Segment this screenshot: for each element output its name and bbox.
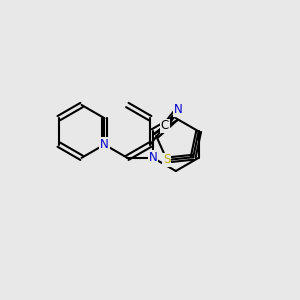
Text: S: S <box>163 154 171 166</box>
Text: N: N <box>173 103 182 116</box>
Text: N: N <box>100 138 109 151</box>
Text: C: C <box>161 119 169 132</box>
Text: N: N <box>148 151 157 164</box>
